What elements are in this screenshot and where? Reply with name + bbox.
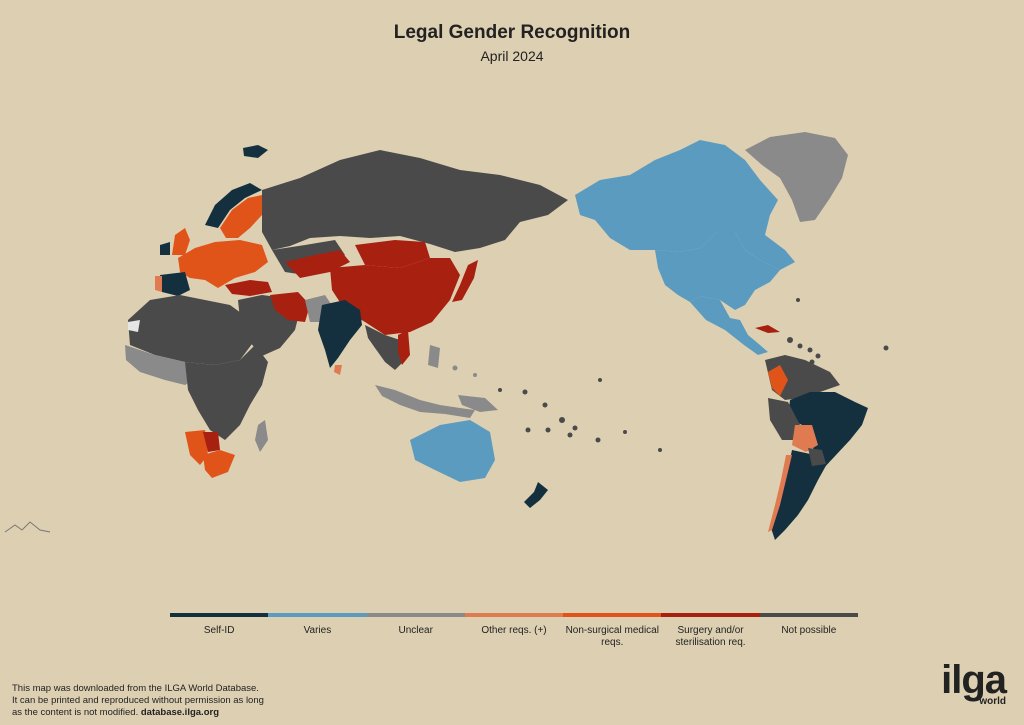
iran (270, 292, 310, 322)
legend-label-surgery: Surgery and/or sterilisation req. (675, 625, 746, 648)
legend-label-not-possible: Not possible (781, 625, 837, 636)
sri-lanka (334, 365, 342, 375)
footer-notice: This map was downloaded from the ILGA Wo… (12, 683, 264, 719)
western-europe (178, 240, 268, 288)
brazil (788, 392, 868, 470)
indonesia (375, 385, 475, 418)
mexico (690, 296, 768, 355)
northern-south-america (765, 355, 840, 400)
vietnam (398, 330, 410, 365)
argentina (770, 450, 828, 540)
legend-label-non-surgical: Non-surgical medical reqs. (565, 625, 659, 648)
legend: Self-ID Varies Unclear Other reqs. (+) N… (170, 613, 858, 649)
chile (768, 455, 792, 532)
canada (575, 140, 795, 270)
legend-label-unclear: Unclear (398, 625, 433, 636)
spain (160, 272, 190, 296)
north-africa (128, 295, 255, 365)
sweden-finland (220, 195, 262, 238)
kazakhstan (285, 250, 350, 278)
legend-swatch-non-surgical (563, 613, 662, 617)
cuba (755, 325, 780, 333)
papua-new-guinea (458, 395, 498, 412)
peru (768, 398, 800, 440)
south-africa (203, 450, 235, 478)
small-mountain-icon (4, 521, 51, 533)
legend-swatch-varies (268, 613, 367, 617)
united-kingdom (172, 228, 190, 255)
madagascar (255, 420, 268, 452)
philippines (428, 345, 440, 368)
legend-swatch-unclear (366, 613, 465, 617)
new-zealand (524, 482, 548, 508)
western-sahara (128, 320, 140, 332)
southeast-asia (365, 325, 405, 370)
botswana (203, 432, 220, 452)
colombia (768, 365, 788, 396)
japan (452, 260, 478, 302)
west-africa (125, 345, 200, 385)
legend-swatch-self-id (170, 613, 269, 617)
footer-link[interactable]: database.ilga.org (140, 707, 219, 718)
ilga-logo: ilga world (941, 658, 1007, 707)
russia (262, 150, 568, 252)
map-subtitle: April 2024 (480, 48, 544, 64)
norway (205, 183, 262, 228)
legend-label-varies: Varies (303, 625, 332, 636)
mongolia (355, 240, 430, 268)
footer-line-3: as the content is not modified. (12, 707, 139, 718)
legend-swatch-not-possible (759, 613, 858, 617)
turkey (225, 280, 272, 296)
legend-swatch-other-reqs (464, 613, 564, 617)
legend-label-self-id: Self-ID (203, 625, 235, 636)
logo-main-text: ilga (941, 658, 1007, 702)
legend-color-bar (170, 613, 858, 617)
paraguay (808, 448, 826, 466)
footer-line-2: It can be printed and reproduced without… (12, 695, 264, 706)
ireland (160, 242, 170, 255)
legend-swatch-surgery (661, 613, 760, 617)
china (330, 258, 460, 335)
logo-sub-text: world (979, 696, 1006, 707)
map-title: Legal Gender Recognition (393, 22, 631, 43)
portugal (155, 276, 162, 292)
bolivia (792, 425, 818, 452)
iceland (243, 145, 268, 158)
greenland (745, 132, 848, 222)
india (318, 300, 362, 368)
footer-line-1: This map was downloaded from the ILGA Wo… (12, 683, 259, 694)
central-east-africa (185, 345, 268, 440)
legend-label-other-reqs: Other reqs. (+) (481, 625, 547, 636)
namibia (185, 430, 208, 465)
united-states (655, 232, 780, 310)
australia (410, 420, 495, 482)
